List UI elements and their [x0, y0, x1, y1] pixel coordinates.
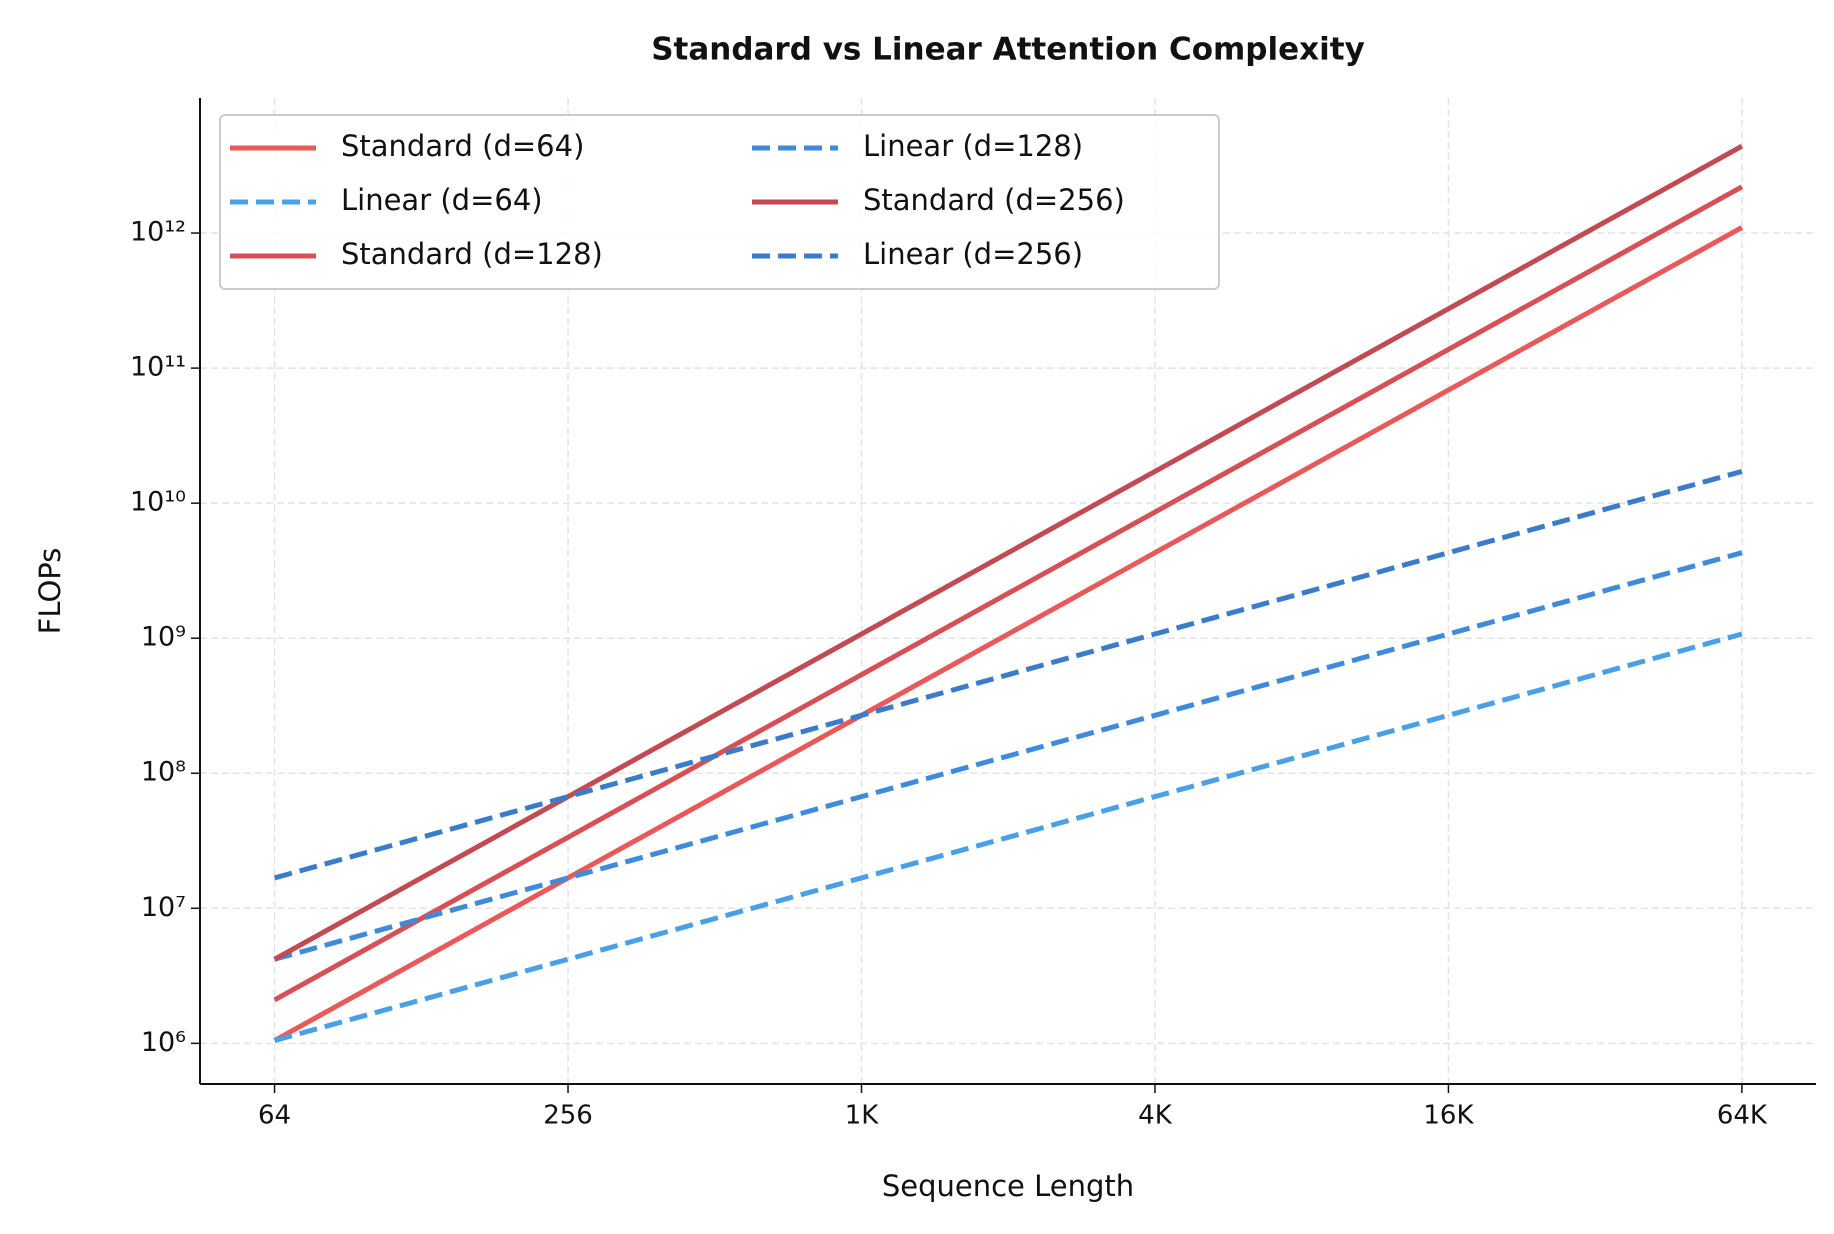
- x-tick-label: 16K: [1423, 1101, 1474, 1131]
- legend-label: Standard (d=128): [341, 237, 603, 271]
- legend-label: Linear (d=256): [863, 237, 1083, 271]
- y-tick-label: 10⁷: [141, 892, 186, 923]
- y-tick-label: 10¹²: [130, 217, 186, 248]
- x-tick-label: 64K: [1717, 1101, 1768, 1131]
- y-tick-label: 10⁶: [141, 1027, 186, 1058]
- x-tick-label: 4K: [1138, 1101, 1173, 1131]
- series-line: [273, 469, 1743, 881]
- y-tick-label: 10¹⁰: [130, 487, 186, 518]
- y-tick-label: 10⁹: [141, 622, 186, 653]
- y-tick-label: 10⁸: [141, 757, 186, 788]
- legend-label: Standard (d=256): [863, 183, 1125, 217]
- series-line: [273, 631, 1743, 1043]
- legend-label: Linear (d=128): [863, 129, 1083, 163]
- legend-box: [219, 114, 1220, 290]
- series-line: [273, 143, 1744, 962]
- x-tick-label: 256: [543, 1101, 593, 1131]
- x-axis-label: Sequence Length: [882, 1169, 1134, 1203]
- y-tick-label: 10¹¹: [130, 352, 186, 383]
- legend-label: Standard (d=64): [341, 129, 584, 163]
- chart-title: Standard vs Linear Attention Complexity: [651, 32, 1365, 68]
- series-line: [273, 550, 1743, 962]
- y-axis-label: FLOPs: [33, 548, 67, 635]
- legend-label: Linear (d=64): [341, 183, 543, 217]
- series-line: [273, 225, 1744, 1043]
- series-line: [273, 184, 1744, 1003]
- x-tick-label: 64: [258, 1101, 291, 1131]
- x-tick-label: 1K: [845, 1101, 880, 1131]
